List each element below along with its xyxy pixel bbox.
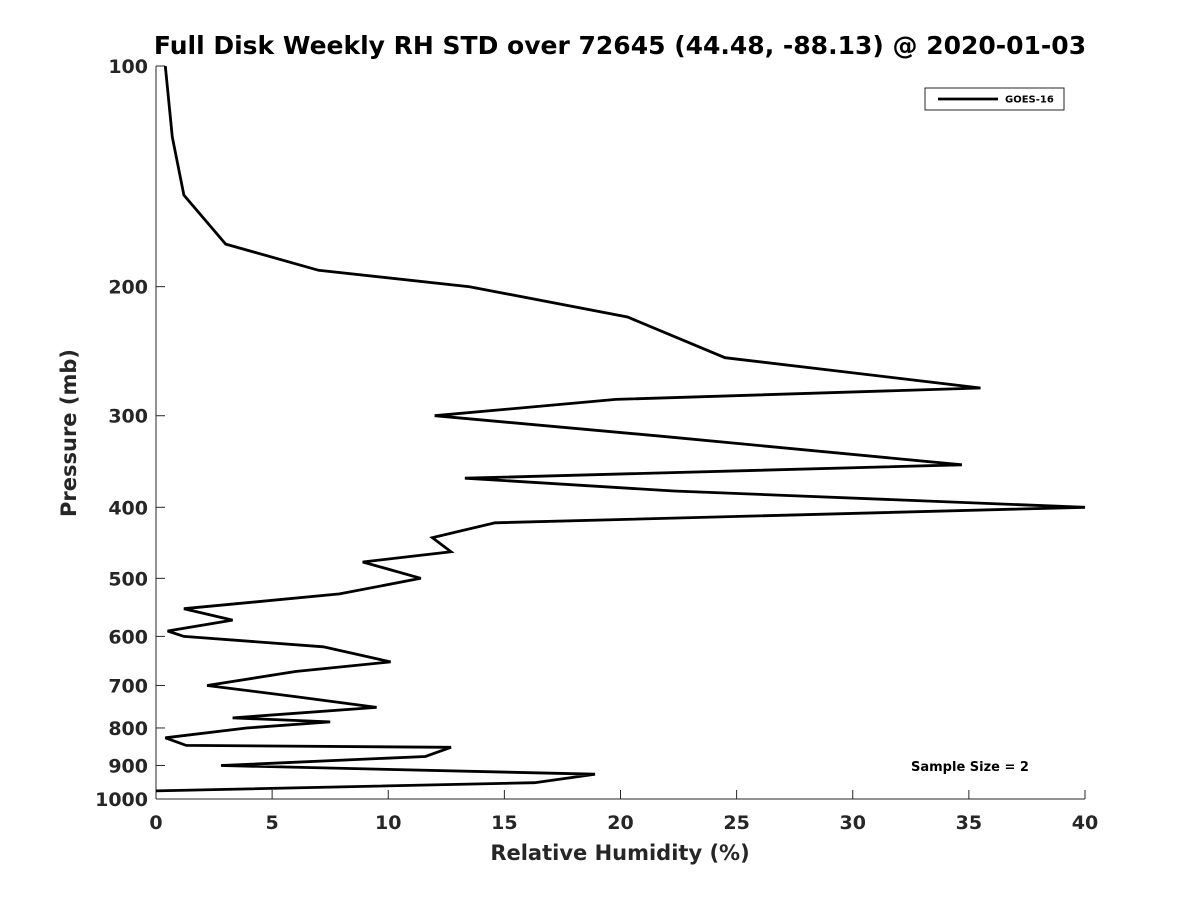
plot-area: 0 5 10 15 20 25 30 35 40 100 200 300 400 500 600 700 80…: [95, 56, 1098, 834]
x-tick-label: 40: [1072, 812, 1098, 834]
y-tick-label: 700: [108, 675, 148, 697]
y-axis-ticks: 100 200 300 400 500 600 700 800 900 1000: [95, 56, 165, 811]
y-axis-label: Pressure (mb): [57, 349, 81, 517]
y-tick-label: 400: [108, 497, 148, 519]
x-tick-label: 5: [266, 812, 279, 834]
series-line-goes-16: [155, 65, 1086, 793]
y-tick-label: 900: [108, 755, 148, 777]
y-tick-label: 300: [108, 406, 148, 428]
chart-title: Full Disk Weekly RH STD over 72645 (44.4…: [154, 31, 1086, 60]
y-tick-label: 600: [108, 626, 148, 648]
x-tick-label: 15: [491, 812, 517, 834]
y-tick-label: 1000: [95, 789, 148, 811]
x-tick-label: 20: [607, 812, 633, 834]
x-tick-label: 30: [840, 812, 866, 834]
x-tick-label: 35: [956, 812, 982, 834]
y-tick-label: 200: [108, 277, 148, 299]
x-tick-label: 25: [723, 812, 749, 834]
sample-size-annotation: Sample Size = 2: [911, 760, 1029, 775]
legend: GOES-16: [924, 87, 1065, 111]
y-tick-label: 500: [108, 568, 148, 590]
x-axis-label: Relative Humidity (%): [490, 841, 749, 865]
x-tick-label: 10: [375, 812, 401, 834]
x-tick-label: 0: [149, 812, 162, 834]
y-tick-label: 100: [108, 56, 148, 78]
x-axis-ticks: 0 5 10 15 20 25 30 35 40: [149, 790, 1098, 834]
legend-entry-goes-16: GOES-16: [1005, 95, 1054, 106]
y-tick-label: 800: [108, 718, 148, 740]
